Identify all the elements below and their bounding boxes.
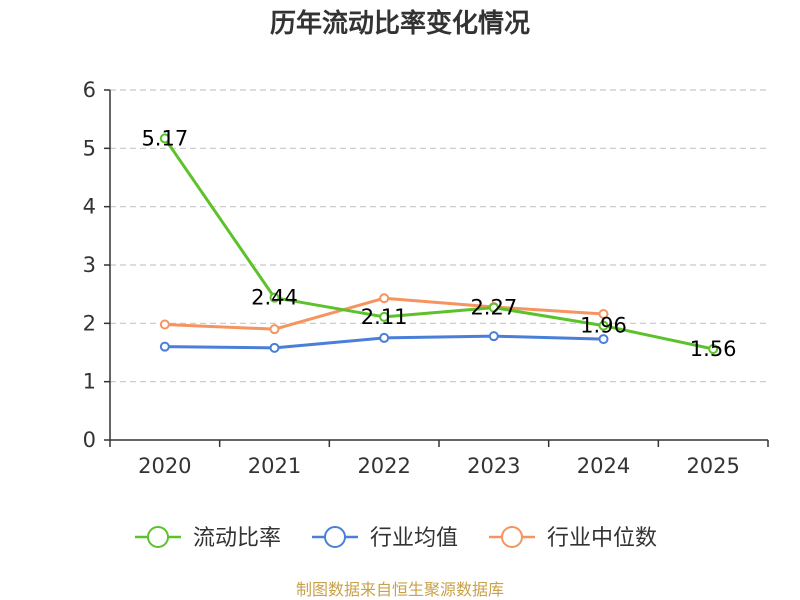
legend-marker — [324, 526, 346, 548]
data-label: 2.27 — [470, 296, 517, 320]
y-tick-label: 0 — [83, 428, 96, 452]
data-point — [488, 302, 499, 313]
y-tick-label: 1 — [83, 370, 96, 394]
data-point — [159, 133, 170, 144]
data-label: 1.56 — [690, 337, 737, 361]
data-point — [269, 292, 280, 303]
x-tick-label: 2024 — [577, 454, 630, 478]
y-tick-label: 6 — [83, 78, 96, 102]
legend-label: 行业中位数 — [547, 526, 657, 551]
legend: 流动比率 行业均值 行业中位数 — [135, 526, 657, 551]
data-point — [379, 311, 390, 322]
legend-marker — [501, 526, 523, 548]
legend-label: 行业均值 — [370, 526, 458, 551]
axes: 0 1 2 3 4 5 6 2020 2021 2022 2023 2024 2025 — [83, 78, 769, 478]
y-tick-label: 3 — [83, 253, 96, 277]
data-point — [269, 324, 280, 335]
data-point — [598, 320, 609, 331]
data-point — [598, 334, 609, 345]
y-tick-label: 2 — [83, 311, 96, 335]
data-label: 1.96 — [580, 314, 627, 338]
x-tick-label: 2021 — [248, 454, 301, 478]
x-tick-label: 2025 — [686, 454, 739, 478]
data-label: 2.11 — [361, 305, 408, 329]
source-note: 制图数据来自恒生聚源数据库 — [296, 580, 504, 599]
legend-label: 流动比率 — [193, 526, 281, 551]
x-tick-label: 2023 — [467, 454, 520, 478]
legend-marker — [147, 526, 169, 548]
data-point — [708, 344, 719, 354]
data-label: 5.17 — [141, 126, 188, 150]
data-point — [598, 309, 609, 319]
y-tick-label: 4 — [83, 195, 96, 219]
data-point — [269, 342, 280, 353]
series-group — [159, 133, 719, 354]
x-tick-label: 2022 — [357, 454, 410, 478]
series-line-0 — [163, 137, 714, 351]
data-point — [379, 332, 390, 343]
data-point — [159, 319, 170, 330]
data-point — [379, 293, 390, 304]
chart-title: 历年流动比率变化情况 — [270, 8, 530, 39]
data-label: 2.44 — [251, 286, 298, 310]
x-tick-label: 2020 — [138, 454, 191, 478]
data-point — [159, 341, 170, 352]
data-point — [488, 331, 499, 342]
data-labels: 5.17 2.44 2.11 2.27 1.96 1.56 — [141, 126, 736, 361]
y-tick-label: 5 — [83, 136, 96, 160]
